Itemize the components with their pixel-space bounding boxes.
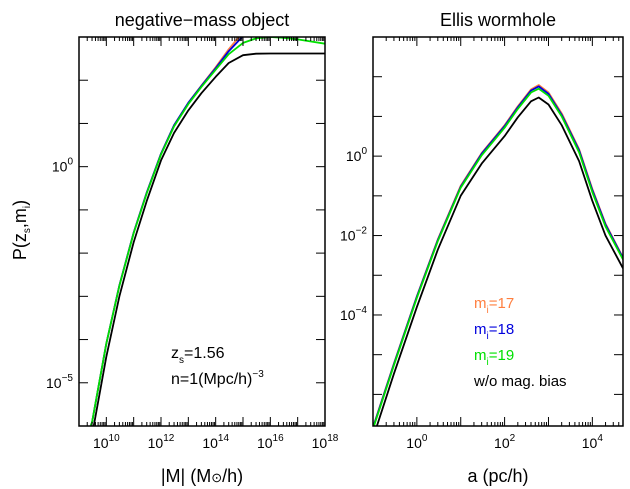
panel-title: negative−mass object [115, 10, 290, 30]
plot-frame [78, 36, 326, 427]
legend-entry: w/o mag. bias [473, 373, 567, 390]
series-line-nobias [375, 96, 623, 426]
y-tick-label: 100 [52, 157, 74, 175]
series-group [89, 37, 325, 426]
x-tick-label: 102 [494, 433, 516, 451]
plot-frame [372, 36, 624, 427]
x-axis-label: a (pc/h) [467, 466, 528, 486]
series-line-mi19 [89, 37, 325, 426]
series-line-mi18 [89, 37, 244, 426]
x-tick-label: 104 [582, 433, 604, 451]
y-tick-label: 100 [346, 146, 368, 164]
x-tick-label: 1012 [148, 433, 175, 451]
series-line-mi19 [373, 87, 623, 426]
axis-ticks [78, 36, 326, 427]
legend-entry: mi=19 [474, 347, 514, 368]
tick-labels: 1010 1012 1014 1016 1018 100 10−5 [46, 157, 339, 451]
panel-negative-mass: negative−mass object 1010 1012 1014 1016 101… [10, 10, 339, 486]
y-axis-label: P(zs,mi) [10, 200, 33, 260]
y-tick-label: 10−4 [340, 305, 367, 323]
x-tick-label: 1016 [257, 433, 284, 451]
axis-ticks [372, 36, 624, 426]
legend-entry: mi=18 [474, 321, 514, 342]
legend: mi=17 mi=18 mi=19 w/o mag. bias [473, 295, 567, 390]
x-tick-label: 1018 [312, 433, 339, 451]
x-tick-label: 1010 [93, 433, 120, 451]
x-axis-label: |M| (M⊙/h) [161, 466, 243, 486]
legend-entry: mi=17 [474, 295, 514, 316]
y-tick-label: 10−2 [340, 226, 367, 244]
x-tick-label: 100 [406, 433, 428, 451]
tick-labels: 100 102 104 100 10−2 10−4 [340, 146, 603, 451]
density-annotation: n=1(Mpc/h)−3 [171, 369, 264, 388]
series-group [373, 84, 623, 426]
series-line-nobias [92, 52, 325, 426]
x-tick-label: 1014 [202, 433, 229, 451]
panel-ellis-wormhole: Ellis wormhole 100 102 104 100 10−2 10−4 mi=1… [340, 10, 624, 486]
redshift-annotation: zs=1.56 [171, 345, 225, 366]
y-tick-label: 10−5 [46, 373, 73, 391]
panel-title: Ellis wormhole [440, 10, 556, 30]
